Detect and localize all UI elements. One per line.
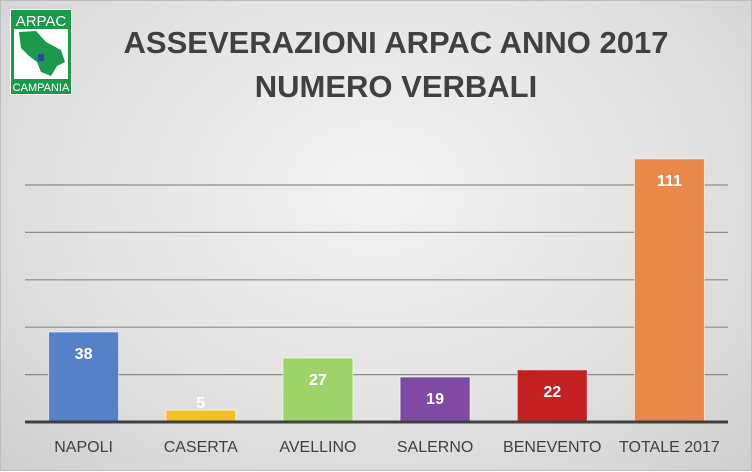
data-label: 38	[75, 346, 93, 363]
data-label: 19	[426, 391, 444, 408]
category-label: CASERTA	[164, 439, 238, 456]
svg-text:CAMPANIA: CAMPANIA	[13, 82, 70, 94]
bar-totale-2017	[633, 158, 705, 423]
bar-napoli	[48, 331, 120, 423]
logo-graphic: ARPAC CAMPANIA	[13, 13, 70, 94]
chart-title: ASSEVERAZIONI ARPAC ANNO 2017	[123, 25, 669, 60]
arpac-logo: ARPAC CAMPANIA	[10, 9, 72, 95]
bar-avellino	[282, 357, 354, 423]
category-label: BENEVENTO	[503, 439, 601, 456]
bar-salerno	[399, 376, 471, 423]
svg-text:ARPAC: ARPAC	[16, 13, 67, 30]
data-label: 27	[309, 372, 327, 389]
category-label: AVELLINO	[279, 439, 356, 456]
bar-benevento	[516, 369, 588, 423]
category-label: SALERNO	[397, 439, 473, 456]
data-label: 5	[196, 395, 205, 412]
data-label: 22	[543, 384, 561, 401]
category-label: NAPOLI	[54, 439, 113, 456]
data-label: 111	[657, 173, 682, 190]
category-label: TOTALE 2017	[619, 439, 720, 456]
chart-subtitle: NUMERO VERBALI	[254, 69, 538, 104]
